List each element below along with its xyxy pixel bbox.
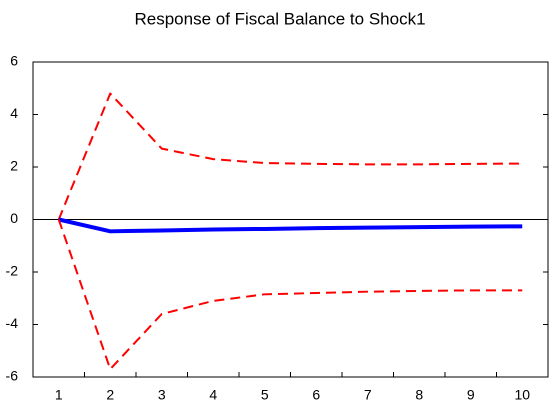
x-tick-label: 2 <box>106 387 114 403</box>
y-tick-label: 2 <box>10 158 18 174</box>
y-tick-label: -4 <box>6 315 19 331</box>
y-tick-label: 0 <box>10 210 18 226</box>
band-line <box>57 92 523 220</box>
chart-title: Response of Fiscal Balance to Shock1 <box>134 9 425 28</box>
y-tick-label: 6 <box>10 53 18 69</box>
response-line <box>58 217 523 234</box>
y-tick-label: -2 <box>6 263 19 279</box>
x-tick-label: 7 <box>364 387 372 403</box>
x-tick-label: 6 <box>312 387 320 403</box>
y-tick-label: 4 <box>10 105 18 121</box>
x-tick-label: 5 <box>261 387 269 403</box>
band-line <box>57 219 523 371</box>
x-tick-label: 3 <box>158 387 166 403</box>
x-tick-label: 4 <box>209 387 217 403</box>
x-tick-label: 1 <box>55 387 63 403</box>
y-tick-label: -6 <box>6 368 19 384</box>
x-tick-label: 8 <box>415 387 423 403</box>
x-tick-label: 10 <box>514 387 530 403</box>
x-tick-label: 9 <box>467 387 475 403</box>
